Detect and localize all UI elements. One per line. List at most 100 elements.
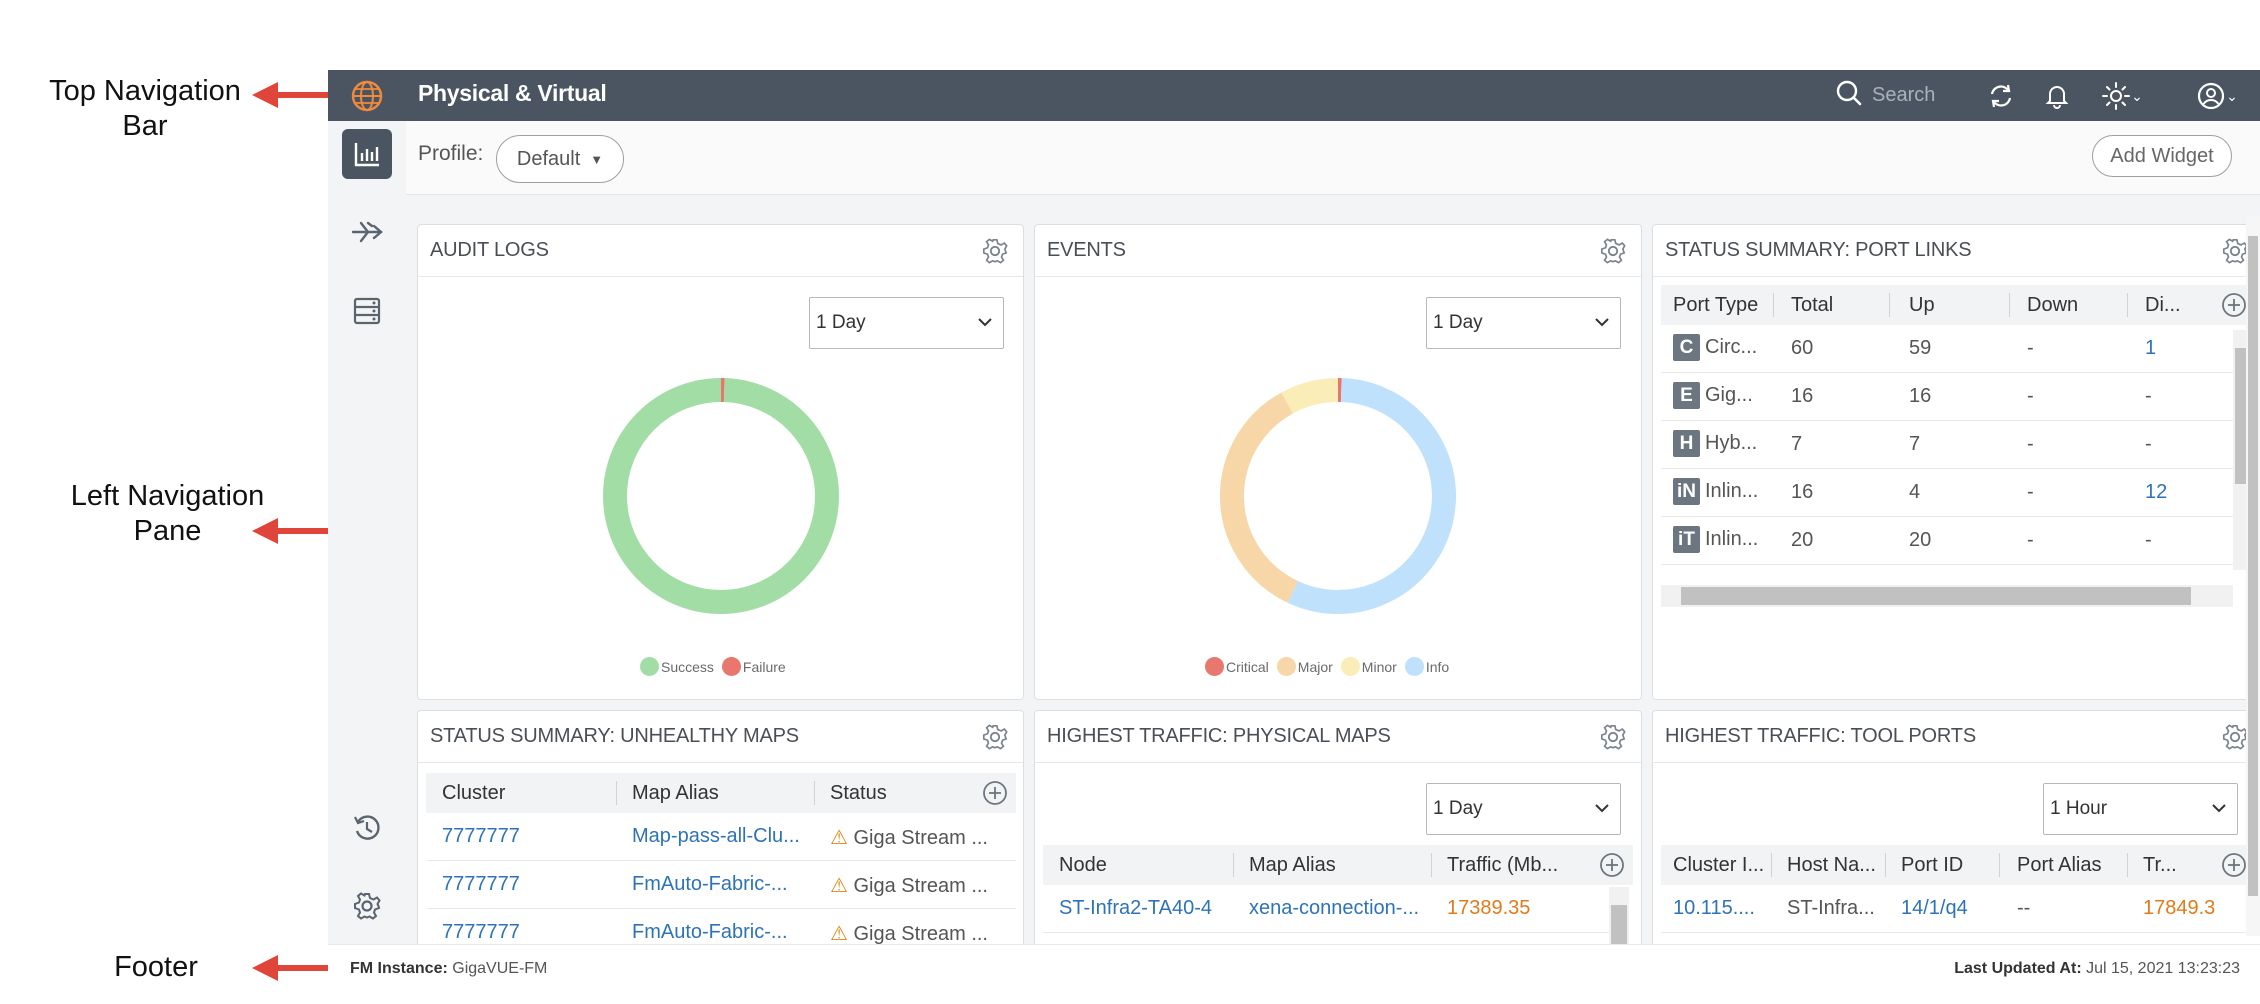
column-header[interactable]: Tr... xyxy=(2143,854,2177,876)
port-type-badge: H xyxy=(1673,430,1700,457)
disabled-link[interactable]: 12 xyxy=(2145,481,2168,503)
column-header[interactable]: Status xyxy=(830,782,887,804)
column-header[interactable]: Cluster I... xyxy=(1673,854,1765,876)
cluster-link[interactable]: 7777777 xyxy=(442,825,520,847)
traffic-flow-icon[interactable] xyxy=(342,207,392,257)
add-column-icon[interactable] xyxy=(2221,852,2247,878)
legend-item-minor[interactable]: Minor xyxy=(1340,657,1397,676)
history-icon[interactable] xyxy=(342,803,392,853)
cluster-link[interactable]: 7777777 xyxy=(442,873,520,895)
port-id-link[interactable]: 14/1/q4 xyxy=(1901,897,1968,919)
gear-icon[interactable] xyxy=(2221,237,2249,265)
settings-gear-icon[interactable] xyxy=(342,881,392,931)
column-header[interactable]: Map Alias xyxy=(1249,854,1336,876)
warning-icon: ⚠ xyxy=(830,923,848,945)
column-header[interactable]: Port ID xyxy=(1901,854,1964,876)
column-header[interactable]: Host Na... xyxy=(1787,854,1876,876)
column-header[interactable]: Up xyxy=(1909,294,1935,316)
gear-icon[interactable] xyxy=(981,723,1009,751)
table-row[interactable]: H Hyb... 7 7 - - xyxy=(1661,421,2253,469)
widget-title: STATUS SUMMARY: PORT LINKS xyxy=(1665,239,1972,261)
user-account-icon[interactable]: ⌄ xyxy=(2186,79,2248,113)
map-alias-link[interactable]: xena-connection-... xyxy=(1249,897,1420,919)
add-column-icon[interactable] xyxy=(1599,852,1625,878)
column-header[interactable]: Cluster xyxy=(442,782,506,804)
cluster-link[interactable]: 7777777 xyxy=(442,921,520,943)
range-value: 1 Day xyxy=(1433,312,1483,333)
page-vertical-scrollbar[interactable] xyxy=(2246,216,2260,936)
events-slice-minor[interactable] xyxy=(1220,378,1456,614)
search-box[interactable] xyxy=(1834,76,1944,114)
map-alias-link[interactable]: FmAuto-Fabric-... xyxy=(632,921,788,943)
tool-ports-widget: HIGHEST TRAFFIC: TOOL PORTS 1 Hour Clust… xyxy=(1652,710,2260,950)
scrollbar-thumb[interactable] xyxy=(2248,236,2258,896)
disabled-link[interactable]: 1 xyxy=(2145,337,2157,359)
theme-sun-icon[interactable]: ⌄ xyxy=(2094,79,2150,113)
audit-slice-success[interactable] xyxy=(603,378,839,614)
map-alias-link[interactable]: FmAuto-Fabric-... xyxy=(632,873,788,895)
table-row[interactable]: 7777777 FmAuto-Fabric-... ⚠ Giga Stream … xyxy=(426,909,1016,949)
table-row[interactable]: 7777777 Map-pass-all-Clu... ⚠ Giga Strea… xyxy=(426,813,1016,861)
add-column-icon[interactable] xyxy=(2221,292,2247,318)
column-header[interactable]: Map Alias xyxy=(632,782,719,804)
unhealthy-maps-table: Cluster Map Alias Status 7777777 Map-pas… xyxy=(426,773,1016,949)
callout-footer-label: Footer xyxy=(114,951,198,983)
node-link[interactable]: ST-Infra2-TA40-4 xyxy=(1059,897,1213,919)
up-cell: 4 xyxy=(1909,481,1921,503)
column-header[interactable]: Node xyxy=(1059,854,1107,876)
table-row[interactable]: E Gig... 16 16 - - xyxy=(1661,373,2253,421)
events-range-select[interactable]: 1 Day xyxy=(1426,297,1621,349)
tool-ports-range-select[interactable]: 1 Hour xyxy=(2043,783,2238,835)
refresh-icon[interactable] xyxy=(1984,79,2018,113)
gear-icon[interactable] xyxy=(981,237,1009,265)
globe-icon[interactable] xyxy=(328,70,406,121)
table-row[interactable]: iN Inlin... 16 4 - 12 xyxy=(1661,469,2253,517)
fm-instance-value: GigaVUE-FM xyxy=(452,960,548,977)
legend-item-critical[interactable]: Critical xyxy=(1205,657,1269,676)
table-row[interactable]: ST-Infra2-TA40-4 xena-connection-... 173… xyxy=(1043,885,1609,933)
column-header[interactable]: Total xyxy=(1791,294,1834,316)
gear-icon[interactable] xyxy=(1599,237,1627,265)
caret-down-icon: ▼ xyxy=(590,151,604,167)
horizontal-scrollbar[interactable] xyxy=(1661,585,2233,607)
events-slice-major[interactable] xyxy=(1220,378,1456,614)
inventory-server-icon[interactable] xyxy=(342,286,392,336)
add-column-icon[interactable] xyxy=(982,780,1008,806)
legend-item-info[interactable]: Info xyxy=(1404,657,1449,676)
cluster-link[interactable]: 10.115.... xyxy=(1673,897,1755,919)
table-row[interactable]: C Circ... 60 59 - 1 xyxy=(1661,325,2253,373)
column-header[interactable]: Traffic (Mb... xyxy=(1447,854,1559,876)
scrollbar-thumb[interactable] xyxy=(1681,587,2191,605)
column-header[interactable]: Di... xyxy=(2145,294,2181,316)
callout-footer-arrow xyxy=(252,955,344,981)
legend-item-success[interactable]: Success xyxy=(640,657,714,676)
table-row[interactable]: 7777777 FmAuto-Fabric-... ⚠ Giga Stream … xyxy=(426,861,1016,909)
map-alias-link[interactable]: Map-pass-all-Clu... xyxy=(632,825,800,847)
vertical-scrollbar[interactable] xyxy=(1609,887,1629,949)
gear-icon[interactable] xyxy=(1599,723,1627,751)
status-cell: ⚠ Giga Stream ... xyxy=(830,921,988,946)
column-header[interactable]: Down xyxy=(2027,294,2079,316)
table-header: Port Type Total Up Down Di... xyxy=(1661,285,2253,325)
dashboard-chart-icon[interactable] xyxy=(342,129,392,179)
column-header[interactable]: Port Type xyxy=(1673,294,1759,316)
scrollbar-thumb[interactable] xyxy=(1611,905,1627,949)
add-widget-button[interactable]: Add Widget xyxy=(2092,135,2232,177)
gear-icon[interactable] xyxy=(2221,723,2249,751)
table-row[interactable]: iT Inlin... 20 20 - - xyxy=(1661,517,2253,565)
bell-icon[interactable] xyxy=(2040,79,2074,113)
legend-item-failure[interactable]: Failure xyxy=(721,657,786,676)
disabled-cell: - xyxy=(2145,433,2152,455)
physical-maps-range-select[interactable]: 1 Day xyxy=(1426,783,1621,835)
column-header[interactable]: Port Alias xyxy=(2017,854,2102,876)
widget-title: HIGHEST TRAFFIC: TOOL PORTS xyxy=(1665,725,1976,747)
events-slice-info[interactable] xyxy=(1220,378,1456,614)
search-input[interactable] xyxy=(1872,83,1942,107)
profile-dropdown[interactable]: Default ▼ xyxy=(496,135,624,183)
audit-range-select[interactable]: 1 Day xyxy=(809,297,1004,349)
chevron-down-icon xyxy=(978,318,992,327)
table-row[interactable]: 10.115.... ST-Infra... 14/1/q4 -- 17849.… xyxy=(1661,885,2260,933)
search-icon[interactable] xyxy=(1834,78,1864,113)
legend-item-major[interactable]: Major xyxy=(1276,657,1333,676)
range-value: 1 Day xyxy=(1433,798,1483,819)
